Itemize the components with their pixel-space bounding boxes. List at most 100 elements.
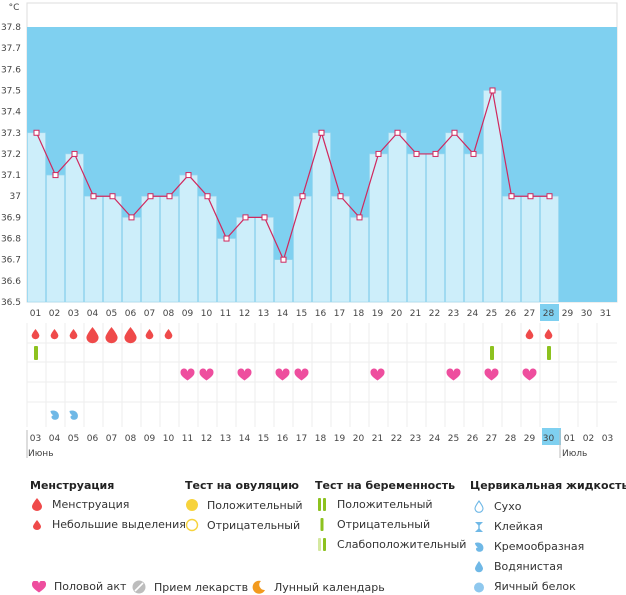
heart-icon (522, 368, 537, 381)
large-drop-icon (28, 498, 46, 511)
cycle-day-label: 07 (144, 309, 155, 319)
legend-fluid-item: Кремообразная (470, 540, 584, 553)
legend-label: Водянистая (494, 560, 563, 573)
heart-icon (446, 368, 461, 381)
date-label: 28 (505, 434, 517, 444)
temperature-point (527, 193, 534, 200)
legend-label: Прием лекарств (154, 580, 249, 594)
cycle-day-label: 16 (315, 309, 327, 319)
creamy-fluid-shape (69, 410, 78, 420)
y-tick-label: 36.9 (1, 213, 21, 223)
date-label: 25 (448, 434, 459, 444)
y-tick-label: 37.3 (1, 129, 21, 139)
legend-fluid-item: Яичный белок (470, 580, 576, 593)
watery-drop-icon (470, 560, 488, 573)
date-label: 01 (564, 434, 575, 444)
legend-bottom-item: Прием лекарств (130, 580, 248, 594)
temperature-bar (141, 195, 160, 303)
heart-shape (180, 368, 195, 381)
date-label: 04 (49, 434, 61, 444)
legend-pregnancy-item: Отрицательный (313, 518, 430, 531)
temperature-point (147, 193, 154, 200)
date-label: 03 (602, 434, 613, 444)
cycle-day-label: 02 (49, 309, 60, 319)
heart-icon (30, 580, 48, 593)
cycle-day-label: 17 (334, 309, 345, 319)
cycle-day-label: 08 (163, 309, 175, 319)
temperature-point (375, 150, 382, 157)
heart-icon (484, 368, 499, 381)
y-tick-label: 37.7 (1, 44, 21, 54)
menstruation-drop-shape (86, 327, 99, 344)
cycle-day-label: 12 (239, 309, 250, 319)
temperature-bar (464, 153, 483, 303)
date-label: 03 (30, 434, 41, 444)
legend-label: Половой акт (54, 580, 127, 593)
pregnancy-test-icon (34, 346, 38, 360)
cycle-day-label: 26 (505, 309, 517, 319)
menstruation-drop-icon (164, 329, 173, 340)
cycle-day-label: 28 (543, 309, 555, 319)
cycle-day-label: 05 (106, 309, 117, 319)
pill-icon (130, 580, 148, 594)
date-label: 09 (144, 434, 156, 444)
legend-fluid-title: Цервикальная жидкость (470, 479, 626, 492)
date-label: 21 (372, 434, 383, 444)
temperature-bar (312, 132, 331, 303)
menstruation-drop-icon (105, 327, 118, 344)
temperature-bar (160, 195, 179, 303)
menstruation-drop-shape (105, 327, 118, 344)
menstruation-drop-shape (544, 329, 553, 340)
y-tick-label: 37 (10, 192, 21, 202)
temperature-bar (122, 217, 141, 303)
cycle-day-label: 13 (258, 309, 269, 319)
y-tick-label: 37.8 (1, 23, 21, 33)
temperature-bar (293, 195, 312, 303)
menstruation-drop-shape (525, 329, 534, 340)
egg-white-drop-icon (470, 581, 488, 593)
date-label: 23 (410, 434, 421, 444)
cycle-day-label: 09 (182, 309, 194, 319)
temperature-point (204, 193, 211, 200)
cycle-day-label: 19 (372, 309, 384, 319)
cycle-day-label: 10 (201, 309, 213, 319)
date-label: 06 (87, 434, 99, 444)
cycle-day-label: 22 (429, 309, 440, 319)
menstruation-drop-icon (525, 329, 534, 340)
filled-circle-icon (183, 498, 201, 512)
temperature-point (109, 193, 116, 200)
y-tick-label: 37.5 (1, 86, 21, 96)
cycle-day-label: 18 (353, 309, 365, 319)
menstruation-drop-shape (50, 329, 59, 340)
heart-shape (237, 368, 252, 381)
heart-shape (275, 368, 290, 381)
date-label: 12 (201, 434, 212, 444)
cycle-day-label: 03 (68, 309, 79, 319)
legend-label: Отрицательный (337, 518, 431, 531)
cycle-day-label: 14 (277, 309, 289, 319)
y-tick-label: 36.5 (1, 298, 21, 308)
temperature-bar (65, 153, 84, 303)
heart-shape (370, 368, 385, 381)
temperature-bar (46, 174, 65, 303)
y-tick-label: 37.1 (1, 171, 21, 181)
faint-bar-icon (313, 538, 331, 551)
temperature-bar (274, 259, 293, 303)
menstruation-drop-icon (50, 329, 59, 340)
heart-icon (275, 368, 290, 381)
menstruation-drop-shape (164, 329, 173, 340)
cycle-day-label: 27 (524, 309, 535, 319)
temperature-point (470, 150, 477, 157)
single-bar-icon (313, 518, 331, 531)
temperature-point (185, 172, 192, 179)
cycle-day-label: 20 (391, 309, 403, 319)
date-label: 10 (163, 434, 175, 444)
cycle-day-label: 24 (467, 309, 479, 319)
temperature-point (280, 256, 287, 263)
month-label: Июль (562, 449, 587, 459)
temperature-point (166, 193, 173, 200)
temperature-point (337, 193, 344, 200)
menstruation-drop-icon (145, 329, 154, 340)
legend-menstruation-item: Менструация (28, 498, 129, 511)
heart-icon (199, 368, 214, 381)
